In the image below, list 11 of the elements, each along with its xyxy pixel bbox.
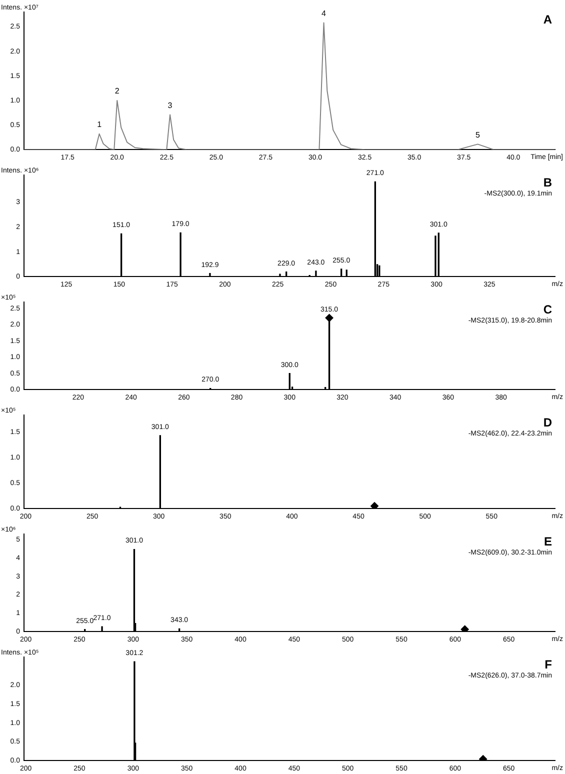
annotation: F: [544, 657, 552, 672]
annotation: E: [544, 534, 552, 548]
annotation: D: [543, 415, 552, 430]
annotation: 2: [114, 86, 120, 96]
annotation: 4: [322, 9, 327, 18]
annotation: C: [543, 302, 552, 316]
annotation: 1: [97, 120, 102, 130]
annotation: A: [543, 12, 552, 26]
annotation: 3: [168, 100, 173, 110]
annotation: B: [543, 175, 552, 190]
annotation: 5: [476, 130, 480, 140]
